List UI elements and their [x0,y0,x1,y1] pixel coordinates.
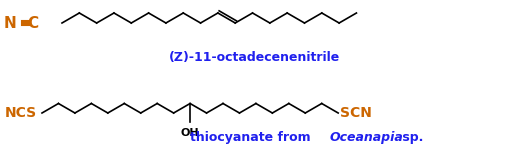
Text: C: C [27,16,38,31]
Text: N: N [4,16,17,31]
Text: SCN: SCN [340,106,372,120]
Text: (Z)-11-octadecenenitrile: (Z)-11-octadecenenitrile [169,51,341,64]
Text: NCS: NCS [5,106,37,120]
Text: OH: OH [181,127,200,138]
Text: thiocyanate from: thiocyanate from [190,132,315,145]
Text: sp.: sp. [398,132,423,145]
Text: Oceanapia: Oceanapia [330,132,404,145]
